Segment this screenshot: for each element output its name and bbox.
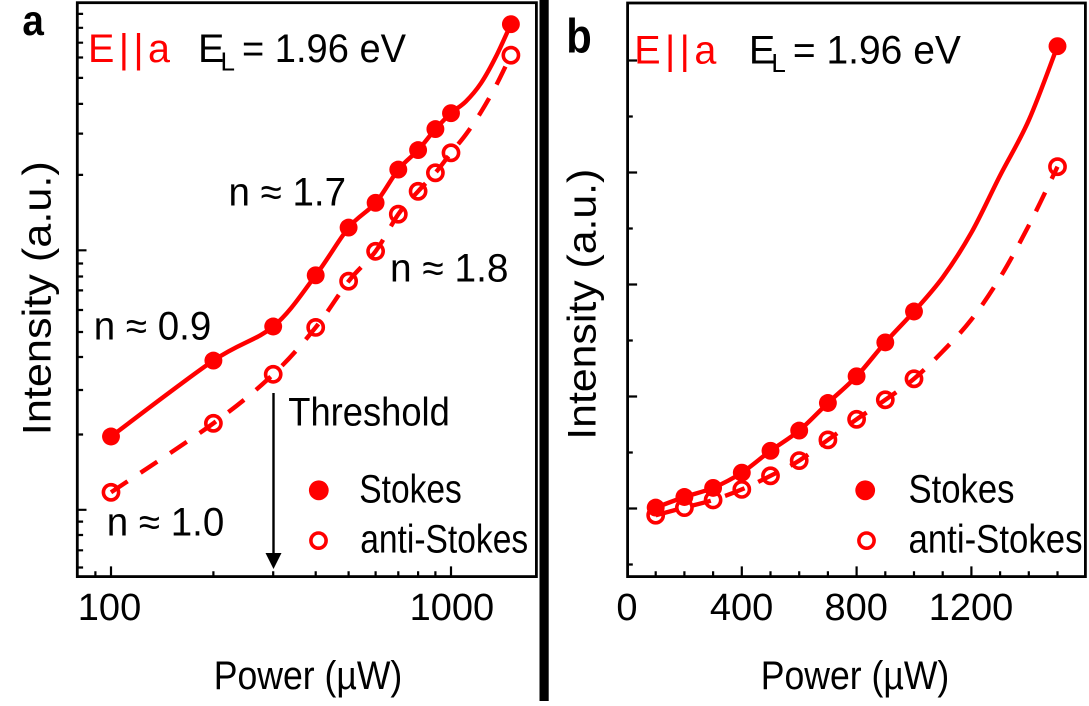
svg-text:n ≈ 1.7: n ≈ 1.7 bbox=[229, 171, 347, 215]
svg-text:n ≈ 0.9: n ≈ 0.9 bbox=[94, 305, 212, 349]
svg-text:= 1.96 eV: = 1.96 eV bbox=[793, 29, 962, 73]
svg-text:Stokes: Stokes bbox=[359, 467, 462, 511]
svg-text:= 1.96 eV: = 1.96 eV bbox=[242, 27, 407, 71]
svg-text:Power (µW): Power (µW) bbox=[214, 654, 403, 698]
svg-text:Intensity (a.u.): Intensity (a.u.) bbox=[15, 161, 59, 435]
svg-text:100: 100 bbox=[78, 587, 141, 629]
svg-text:L: L bbox=[771, 48, 785, 78]
svg-text:Stokes: Stokes bbox=[909, 467, 1015, 511]
svg-text:0: 0 bbox=[616, 587, 637, 629]
svg-text:n ≈ 1.8: n ≈ 1.8 bbox=[390, 246, 509, 290]
svg-text:1200: 1200 bbox=[929, 587, 1014, 629]
svg-text:Intensity (a.u.): Intensity (a.u.) bbox=[560, 169, 604, 440]
svg-text:L: L bbox=[221, 47, 235, 77]
svg-text:1000: 1000 bbox=[410, 587, 495, 629]
svg-text:400: 400 bbox=[710, 587, 773, 629]
svg-text:E: E bbox=[198, 27, 224, 71]
svg-text:anti-Stokes: anti-Stokes bbox=[360, 518, 528, 562]
svg-text:Power (µW): Power (µW) bbox=[761, 654, 950, 698]
svg-text:a: a bbox=[22, 0, 44, 45]
svg-text:800: 800 bbox=[824, 587, 887, 629]
svg-text:E: E bbox=[749, 29, 775, 73]
svg-text:n ≈ 1.0: n ≈ 1.0 bbox=[107, 501, 225, 545]
svg-text:b: b bbox=[566, 11, 592, 64]
svg-text:anti-Stokes: anti-Stokes bbox=[909, 518, 1083, 562]
svg-text:Threshold: Threshold bbox=[288, 391, 450, 435]
